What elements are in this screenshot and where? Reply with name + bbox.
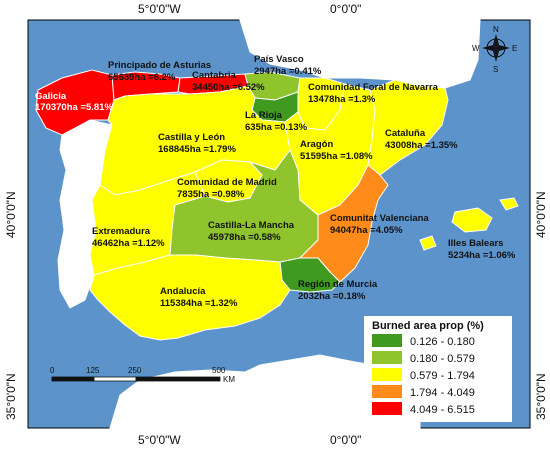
svg-text:0.126 - 0.180: 0.126 - 0.180 [410,336,475,348]
north-arrow-icon: N S E W [472,25,517,74]
svg-text:1.794 - 4.049: 1.794 - 4.049 [410,387,475,399]
label-castilla-leon: Castilla y León 168845ha =1.79% [158,132,236,155]
svg-text:170370ha =5.81%: 170370ha =5.81% [35,102,113,113]
axis-right-35n: 35°0'0"N [534,373,548,420]
axis-right-40n: 40°0'0"N [534,191,548,238]
svg-text:Principado de Asturias: Principado de Asturias [108,60,211,71]
compass-n: N [493,25,499,34]
svg-text:0.180 - 0.579: 0.180 - 0.579 [410,353,475,365]
svg-text:Región de Murcia: Región de Murcia [298,279,378,290]
label-castilla-la-mancha: Castilla-La Mancha 45978ha =0.58% [208,220,295,243]
label-madrid: Comunidad de Madrid 7835ha =0.98% [177,177,277,200]
svg-text:Comunitat Valenciana: Comunitat Valenciana [330,213,429,224]
label-andalucia: Andalucía 115384ha =1.32% [160,286,238,309]
label-la-rioja: La Rioja 635ha =0.13% [245,110,308,133]
svg-text:Castilla-La Mancha: Castilla-La Mancha [208,220,295,231]
axis-top-0: 0°0'0" [330,2,361,16]
svg-text:34450ha =6.52%: 34450ha =6.52% [192,82,265,93]
label-extremadura: Extremadura 46462ha =1.12% [92,226,165,249]
svg-text:Cataluña: Cataluña [385,128,426,139]
region-baleares-mallorca [451,207,493,233]
svg-text:51595ha =1.08%: 51595ha =1.08% [300,151,373,162]
label-navarra: Comunidad Foral de Navarra 13478ha =1.3% [308,82,439,105]
svg-text:Aragón: Aragón [300,139,333,150]
scale-bar: 0 125 250 500 KM [50,366,235,384]
svg-text:Andalucía: Andalucía [160,286,206,297]
label-asturias: Principado de Asturias 65639ha =6.2% [108,60,211,83]
svg-text:Castilla y León: Castilla y León [158,132,225,143]
svg-text:94047ha =4.05%: 94047ha =4.05% [330,225,403,236]
svg-text:2032ha =0.18%: 2032ha =0.18% [298,291,366,302]
svg-text:45978ha =0.58%: 45978ha =0.58% [208,232,281,243]
scale-tick-500: 500 [212,366,226,375]
axis-bottom-0: 0°0'0" [330,433,361,447]
scale-tick-0: 0 [50,366,55,375]
scale-tick-250: 250 [128,366,142,375]
svg-text:2947ha =0.41%: 2947ha =0.41% [254,66,322,77]
region-andalucia [89,254,291,341]
svg-text:Extremadura: Extremadura [92,226,151,237]
axis-top-5w: 5°0'0"W [138,2,181,16]
scale-unit: KM [223,375,235,384]
svg-text:115384ha =1.32%: 115384ha =1.32% [160,298,238,309]
legend-item: 4.049 - 6.515 [372,402,475,416]
svg-text:País Vasco: País Vasco [254,54,304,65]
axis-bottom-5w: 5°0'0"W [138,433,181,447]
svg-text:Comunidad Foral de Navarra: Comunidad Foral de Navarra [308,82,439,93]
region-baleares-ibiza [419,235,437,251]
label-pais-vasco: País Vasco 2947ha =0.41% [254,54,322,77]
scale-tick-125: 125 [86,366,100,375]
legend-title: Burned area prop (%) [372,320,484,332]
svg-text:635ha =0.13%: 635ha =0.13% [245,122,308,133]
compass-w: W [472,44,480,53]
label-cataluna: Cataluña 43008ha =1.35% [385,128,458,151]
label-murcia: Región de Murcia 2032ha =0.18% [298,279,378,302]
svg-text:46462ha =1.12%: 46462ha =1.12% [92,238,165,249]
legend-item: 0.180 - 0.579 [372,351,475,365]
svg-text:La Rioja: La Rioja [245,110,283,121]
svg-text:7835ha =0.98%: 7835ha =0.98% [177,189,245,200]
axis-left-40n: 40°0'0"N [4,191,18,238]
svg-text:Cantabria: Cantabria [192,70,237,81]
legend: Burned area prop (%) 0.126 - 0.180 0.180… [364,316,512,422]
svg-text:65639ha =6.2%: 65639ha =6.2% [108,72,176,83]
axis-left-35n: 35°0'0"N [4,373,18,420]
label-baleares: Illes Balears 5234ha =1.06% [448,238,516,261]
svg-text:5234ha =1.06%: 5234ha =1.06% [448,250,516,261]
svg-text:Comunidad de Madrid: Comunidad de Madrid [177,177,277,188]
compass-e: E [512,44,517,53]
region-baleares-menorca [499,197,519,211]
label-aragon: Aragón 51595ha =1.08% [300,139,373,162]
legend-item: 1.794 - 4.049 [372,385,475,399]
label-galicia: Galicia 170370ha =5.81% [35,91,113,113]
svg-text:Galicia: Galicia [35,91,67,102]
region-cataluna [367,79,449,176]
svg-text:13478ha =1.3%: 13478ha =1.3% [308,94,376,105]
label-cantabria: Cantabria 34450ha =6.52% [192,70,265,93]
svg-text:168845ha =1.79%: 168845ha =1.79% [158,144,236,155]
svg-text:Illes Balears: Illes Balears [448,238,503,249]
compass-s: S [493,65,498,74]
svg-text:0.579 - 1.794: 0.579 - 1.794 [410,370,475,382]
label-valenciana: Comunitat Valenciana 94047ha =4.05% [330,213,429,236]
legend-item: 0.579 - 1.794 [372,368,475,382]
svg-text:43008ha =1.35%: 43008ha =1.35% [385,140,458,151]
svg-text:4.049 - 6.515: 4.049 - 6.515 [410,404,475,416]
legend-item: 0.126 - 0.180 [372,334,475,348]
region-valenciana [298,164,389,283]
